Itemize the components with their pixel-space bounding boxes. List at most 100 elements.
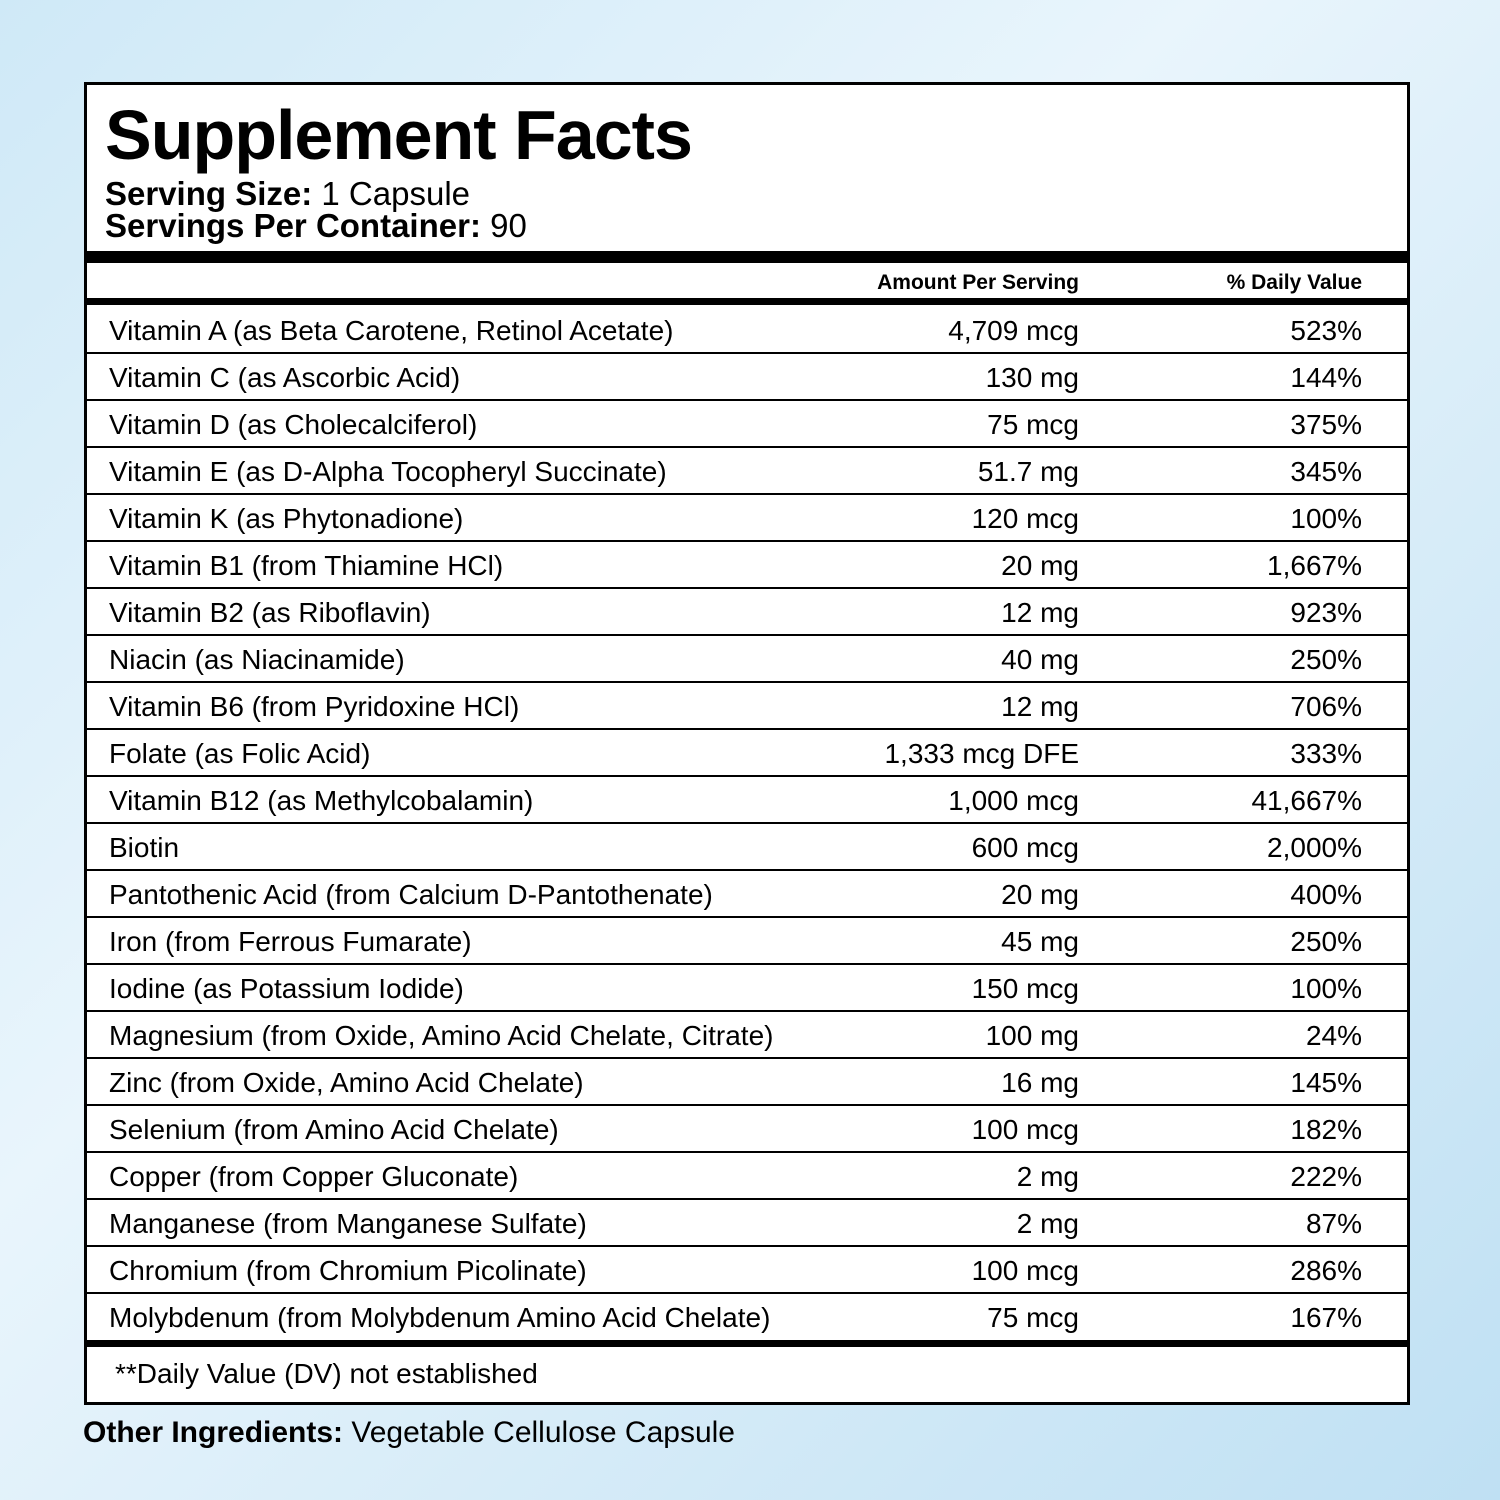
nutrient-row: Vitamin B6 (from Pyridoxine HCl) 12 mg 706… <box>87 683 1407 730</box>
daily-value: 41,667% <box>1251 785 1362 816</box>
nutrient-row: Chromium (from Chromium Picolinate) 100 m… <box>87 1247 1407 1294</box>
nutrient-row: Vitamin A (as Beta Carotene, Retinol Ace… <box>87 307 1407 354</box>
daily-value: 144% <box>1290 362 1362 393</box>
amount: 45 mg <box>1001 926 1079 957</box>
nutrient-name: Selenium (from Amino Acid Chelate) <box>109 1114 559 1145</box>
column-title: % Daily Value <box>1226 271 1362 294</box>
label: Servings Per Container: <box>105 207 481 244</box>
nutrient-row: Selenium (from Amino Acid Chelate) 100 mc… <box>87 1106 1407 1153</box>
rows: Vitamin A (as Beta Carotene, Retinol Ace… <box>87 307 1407 1339</box>
nutrient-name: Iodine (as Potassium Iodide) <box>109 973 464 1004</box>
amount: 75 mcg <box>987 409 1079 440</box>
daily-value: 100% <box>1290 503 1362 534</box>
daily-value: 100% <box>1290 973 1362 1004</box>
nutrient-name: Vitamin A (as Beta Carotene, Retinol Ace… <box>109 315 674 346</box>
nutrient-name: Iron (from Ferrous Fumarate) <box>109 926 472 957</box>
nutrient-row: Vitamin K (as Phytonadione) 120 mcg 100% <box>87 495 1407 542</box>
daily-value: 375% <box>1290 409 1362 440</box>
nutrient-row: Vitamin B2 (as Riboflavin) 12 mg 923% <box>87 589 1407 636</box>
value: 1 Capsule <box>321 175 471 212</box>
nutrient-name: Niacin (as Niacinamide) <box>109 644 405 675</box>
nutrient-name: Vitamin B6 (from Pyridoxine HCl) <box>109 691 520 722</box>
nutrient-row: Iodine (as Potassium Iodide) 150 mcg 100% <box>87 965 1407 1012</box>
nutrient-name: Vitamin B1 (from Thiamine HCl) <box>109 550 504 581</box>
label: Serving Size: <box>105 175 313 212</box>
nutrient-name: Zinc (from Oxide, Amino Acid Chelate) <box>109 1067 584 1098</box>
nutrient-row: Vitamin B12 (as Methylcobalamin) 1,000 mc… <box>87 777 1407 824</box>
amount: 2 mg <box>1016 1161 1079 1192</box>
nutrient-name: Magnesium (from Oxide, Amino Acid Chelat… <box>109 1020 774 1051</box>
nutrient-row: Copper (from Copper Gluconate) 2 mg 222% <box>87 1153 1407 1200</box>
nutrient-name: Molybdenum (from Molybdenum Amino Acid C… <box>109 1302 771 1333</box>
daily-value: 2,000% <box>1267 832 1362 863</box>
amount: 120 mcg <box>971 503 1079 534</box>
amount: 1,333 mcg DFE <box>884 738 1079 769</box>
divider <box>87 298 1407 305</box>
nutrient-row: Iron (from Ferrous Fumarate) 45 mg 250% <box>87 918 1407 965</box>
nutrient-name: Folate (as Folic Acid) <box>109 738 371 769</box>
nutrient-row: Manganese (from Manganese Sulfate) 2 mg 87… <box>87 1200 1407 1247</box>
nutrient-name: Vitamin K (as Phytonadione) <box>109 503 464 534</box>
nutrient-row: Niacin (as Niacinamide) 40 mg 250% <box>87 636 1407 683</box>
nutrient-row: Molybdenum (from Molybdenum Amino Acid C… <box>87 1294 1407 1339</box>
value: Vegetable Cellulose Capsule <box>351 1416 735 1449</box>
amount: 100 mg <box>985 1020 1079 1051</box>
daily-value: 333% <box>1290 738 1362 769</box>
daily-value: 286% <box>1290 1255 1362 1286</box>
nutrient-name: Biotin <box>109 832 180 863</box>
amount: 150 mcg <box>971 973 1079 1004</box>
amount: 75 mcg <box>987 1302 1079 1333</box>
title: Supplement Facts <box>105 96 693 174</box>
nutrient-row: Vitamin D (as Cholecalciferol) 75 mcg 375% <box>87 401 1407 448</box>
divider <box>87 251 1407 263</box>
nutrient-name: Vitamin D (as Cholecalciferol) <box>109 409 478 440</box>
daily-value: 222% <box>1290 1161 1362 1192</box>
nutrient-name: Chromium (from Chromium Picolinate) <box>109 1255 587 1286</box>
amount: 40 mg <box>1001 644 1079 675</box>
amount: 20 mg <box>1001 879 1079 910</box>
daily-value: 345% <box>1290 456 1362 487</box>
daily-value: 523% <box>1290 315 1362 346</box>
amount: 12 mg <box>1001 597 1079 628</box>
nutrient-name: Copper (from Copper Gluconate) <box>109 1161 519 1192</box>
nutrient-row: Zinc (from Oxide, Amino Acid Chelate) 16 … <box>87 1059 1407 1106</box>
nutrient-name: Vitamin C (as Ascorbic Acid) <box>109 362 461 393</box>
amount: 1,000 mcg <box>948 785 1079 816</box>
divider <box>87 1340 1407 1347</box>
serving-size: Serving Size: 1 Capsule <box>105 177 470 211</box>
daily-value: 250% <box>1290 644 1362 675</box>
footnote: **Daily Value (DV) not established <box>115 1358 538 1389</box>
nutrient-row: Vitamin C (as Ascorbic Acid) 130 mg 144% <box>87 354 1407 401</box>
nutrient-name: Vitamin B12 (as Methylcobalamin) <box>109 785 534 816</box>
amount: 130 mg <box>985 362 1079 393</box>
facts-panel: Supplement Facts Serving Size: 1 Capsule… <box>84 82 1410 1405</box>
daily-value: 1,667% <box>1267 550 1362 581</box>
label: Other Ingredients: <box>83 1416 344 1449</box>
amount: 12 mg <box>1001 691 1079 722</box>
daily-value: 24% <box>1305 1020 1362 1051</box>
value: 90 <box>490 207 527 244</box>
column-header: Amount Per Serving % Daily Value <box>87 267 1407 299</box>
daily-value: 167% <box>1290 1302 1362 1333</box>
nutrient-row: Magnesium (from Oxide, Amino Acid Chelat… <box>87 1012 1407 1059</box>
daily-value: 182% <box>1290 1114 1362 1145</box>
daily-value: 250% <box>1290 926 1362 957</box>
amount: 100 mcg <box>971 1255 1079 1286</box>
servings: Servings Per Container: 90 <box>105 209 527 243</box>
nutrient-row: Pantothenic Acid (from Calcium D-Pantoth… <box>87 871 1407 918</box>
other-ingredients: Other Ingredients: Vegetable Cellulose C… <box>83 1416 735 1450</box>
nutrient-name: Vitamin E (as D-Alpha Tocopheryl Succina… <box>109 456 667 487</box>
amount: 51.7 mg <box>977 456 1079 487</box>
amount: 16 mg <box>1001 1067 1079 1098</box>
daily-value: 145% <box>1290 1067 1362 1098</box>
amount: 4,709 mcg <box>948 315 1079 346</box>
column-title: Amount Per Serving <box>877 271 1079 294</box>
daily-value: 923% <box>1290 597 1362 628</box>
nutrient-name: Vitamin B2 (as Riboflavin) <box>109 597 431 628</box>
amount: 20 mg <box>1001 550 1079 581</box>
daily-value: 706% <box>1290 691 1362 722</box>
nutrient-row: Vitamin B1 (from Thiamine HCl) 20 mg 1,667… <box>87 542 1407 589</box>
amount: 600 mcg <box>971 832 1079 863</box>
nutrient-name: Pantothenic Acid (from Calcium D-Pantoth… <box>109 879 713 910</box>
